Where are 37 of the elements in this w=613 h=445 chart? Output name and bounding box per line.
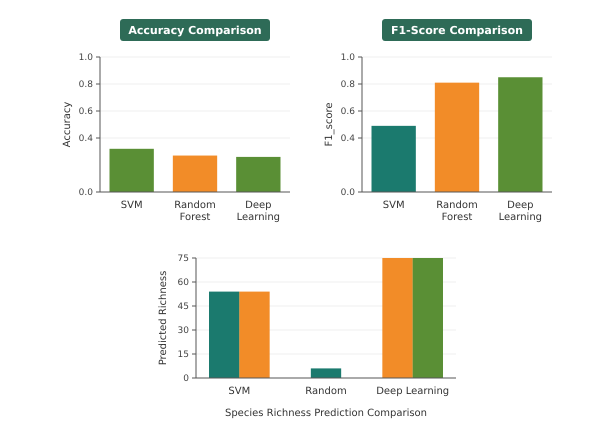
y-tick-label: 15 <box>178 350 189 360</box>
y-tick-label: 0 <box>183 374 190 384</box>
y-axis-title: Predicted Richness <box>158 270 169 366</box>
y-tick-label: 0.4 <box>78 134 94 144</box>
x-tick-label: Deep Learning <box>236 200 280 223</box>
chart-title: F1-Score Comparison <box>391 24 523 37</box>
x-tick-label: Random <box>305 386 347 397</box>
chart-title: Accuracy Comparison <box>128 24 262 37</box>
y-tick-label: 0.6 <box>340 107 356 118</box>
y-axis-title: Accuracy <box>62 102 73 148</box>
x-tick-label: SVM <box>228 386 250 397</box>
bar <box>372 126 416 192</box>
x-tick-label: Deep Learning <box>498 200 542 223</box>
y-tick-label: 0.0 <box>340 188 356 198</box>
bar <box>434 82 480 192</box>
y-tick-label: 60 <box>178 278 190 288</box>
x-axis-title: Species Richness Prediction Comparison <box>224 408 428 419</box>
y-tick-label: 0.6 <box>78 107 94 118</box>
x-tick-label: Random Forest <box>174 200 216 223</box>
y-tick-label: 30 <box>178 326 190 336</box>
y-tick-label: 45 <box>178 302 189 312</box>
bar <box>236 156 280 192</box>
y-tick-label: 0.0 <box>78 188 94 198</box>
x-tick-label: Random Forest <box>436 200 478 223</box>
x-tick-label: Deep Learning <box>376 386 450 397</box>
bar <box>172 156 218 192</box>
x-tick-label: SVM <box>382 200 405 211</box>
bar <box>498 77 542 192</box>
x-tick-label: SVM <box>120 200 143 211</box>
y-tick-label: 75 <box>178 254 189 264</box>
bar <box>110 148 154 192</box>
y-axis-title: F1_score <box>324 102 335 146</box>
y-tick-label: 0.4 <box>340 134 356 144</box>
y-tick-label: 1.0 <box>78 53 94 64</box>
y-tick-label: 1.0 <box>340 53 356 64</box>
y-tick-label: 0.8 <box>78 80 94 90</box>
y-tick-label: 0.8 <box>340 80 356 90</box>
